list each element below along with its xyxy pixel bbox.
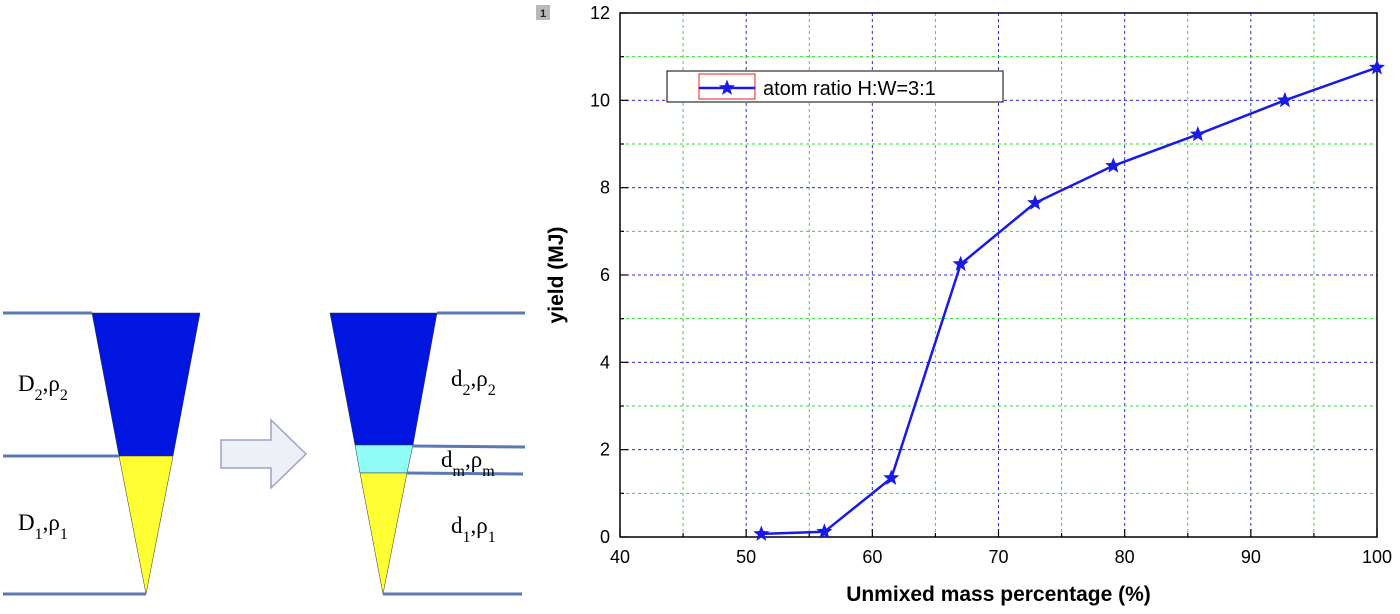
x-tick-label: 100 — [1362, 547, 1392, 567]
panel-badge: 1 — [536, 5, 550, 20]
mixed-fuel-layer — [354, 444, 414, 474]
x-tick-label: 70 — [988, 547, 1008, 567]
data-point-star — [883, 469, 900, 485]
data-point-star — [1368, 59, 1386, 75]
y-tick-label: 0 — [600, 527, 610, 547]
grid-horizontal — [620, 56, 1377, 494]
x-tick-label: 60 — [862, 547, 882, 567]
label-D1-rho1: D1,ρ1 — [18, 510, 68, 543]
data-point-star — [753, 525, 770, 541]
series-line — [761, 66, 1378, 536]
y-tick-labels: 0 2 4 6 8 10 12 — [590, 3, 610, 547]
data-point-star — [1105, 157, 1122, 173]
data-point-star — [1276, 91, 1293, 108]
x-tick-label: 90 — [1241, 547, 1261, 567]
label-dm-rhom: dm,ρm — [441, 447, 495, 480]
series-markers — [753, 59, 1386, 541]
x-tick-label: 50 — [736, 547, 756, 567]
svg-text:1: 1 — [540, 8, 546, 20]
legend-swatch-outline — [698, 73, 756, 100]
upper-fuel-layer-after — [329, 312, 438, 446]
legend-star-marker — [718, 79, 736, 95]
y-tick-label: 10 — [590, 90, 610, 110]
y-tick-label: 12 — [590, 3, 610, 23]
data-point-star — [1189, 125, 1206, 142]
y-tick-label: 8 — [600, 178, 610, 198]
mixed-top-line — [412, 444, 526, 449]
data-point-star — [1027, 194, 1044, 210]
data-point-star — [816, 523, 833, 539]
legend: atom ratio H:W=3:1 — [666, 70, 1004, 103]
legend-label: atom ratio H:W=3:1 — [763, 78, 936, 100]
axis-ticks — [619, 12, 1378, 538]
x-axis-title: Unmixed mass percentage (%) — [846, 583, 1151, 606]
x-tick-label: 80 — [1115, 547, 1135, 567]
label-D2-rho2: D2,ρ2 — [18, 371, 68, 404]
transition-arrow — [220, 418, 308, 490]
diagram-after: d2,ρ2 dm,ρm d1,ρ1 — [329, 311, 526, 596]
upper-fuel-layer — [91, 312, 201, 457]
y-tick-label: 4 — [600, 352, 610, 372]
x-tick-label: 40 — [610, 547, 630, 567]
y-axis-title: yield (MJ) — [545, 227, 568, 324]
diagram-before: D2,ρ2 D1,ρ1 — [3, 311, 201, 596]
label-d2-rho2: d2,ρ2 — [451, 366, 496, 399]
yield-chart: 40 50 60 70 80 90 100 0 2 4 6 8 10 12 Unmixed mass p… — [545, 3, 1392, 606]
y-tick-label: 6 — [600, 265, 610, 285]
lower-fuel-layer — [118, 455, 174, 595]
x-tick-labels: 40 50 60 70 80 90 100 — [610, 547, 1392, 567]
y-tick-label: 2 — [600, 440, 610, 460]
lower-fuel-layer-after — [359, 472, 408, 595]
mixed-bottom-line — [406, 471, 524, 476]
data-point-star — [952, 255, 969, 271]
label-d1-rho1: d1,ρ1 — [451, 513, 496, 546]
